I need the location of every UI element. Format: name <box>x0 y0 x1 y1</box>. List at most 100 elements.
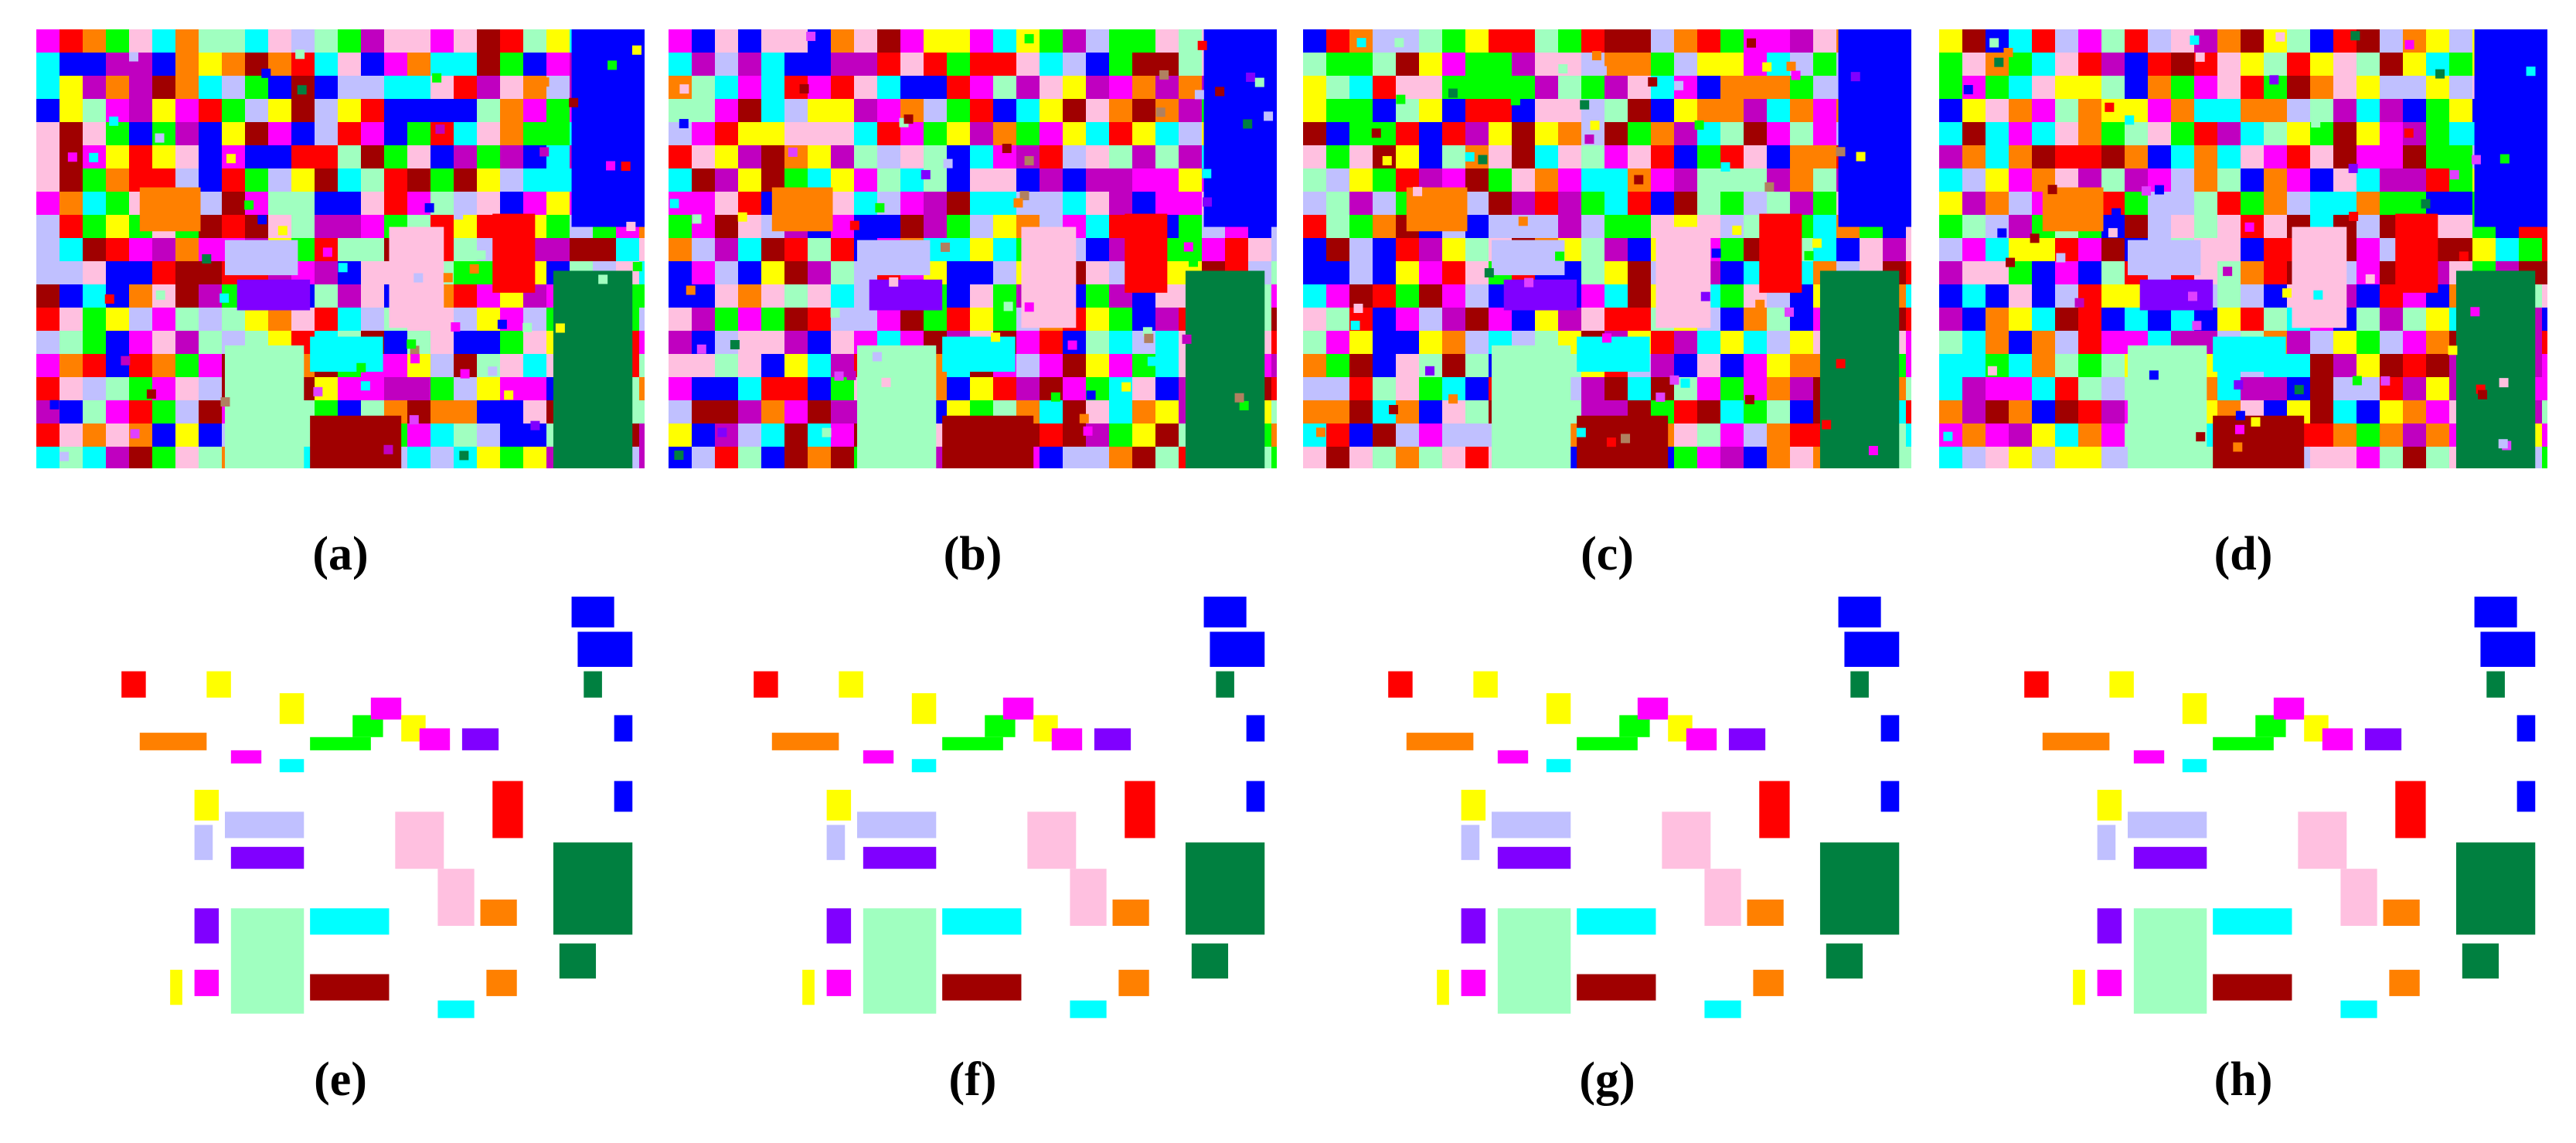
map-cell <box>2241 29 2264 53</box>
map-cell <box>715 308 738 331</box>
map-cell <box>808 261 831 284</box>
map-cell <box>924 192 947 215</box>
map-cell <box>384 145 407 168</box>
map-cell <box>808 354 831 377</box>
map-cell <box>1489 215 1512 238</box>
map-cell <box>175 377 199 400</box>
map-cell <box>430 99 454 122</box>
map-cell <box>2357 308 2380 331</box>
map-region <box>419 728 451 750</box>
map-cell <box>268 76 291 99</box>
map-cell <box>1040 400 1063 424</box>
map-cell <box>761 377 784 400</box>
map-cell <box>808 122 831 145</box>
map-cell <box>2055 424 2078 447</box>
map-cell <box>1651 168 1674 192</box>
map-cell <box>1040 447 1063 468</box>
map-region <box>1437 969 1449 1005</box>
map-cell <box>1790 99 1813 122</box>
map-cell <box>1179 168 1202 192</box>
map-cell <box>1512 308 1535 331</box>
classification-map <box>121 597 633 1019</box>
map-cell <box>175 261 199 284</box>
map-cell <box>1303 145 1326 168</box>
map-cell <box>831 261 854 284</box>
map-cell <box>877 53 900 76</box>
map-cell <box>1939 76 1962 99</box>
map-noise <box>2233 442 2243 452</box>
map-cell <box>2078 145 2101 168</box>
map-cell <box>1349 447 1373 468</box>
map-cell <box>900 168 924 192</box>
map-cell <box>2264 215 2287 238</box>
map-noise <box>669 199 679 209</box>
map-cell <box>106 215 129 238</box>
map-cell <box>1813 122 1836 145</box>
map-cell <box>2241 145 2264 168</box>
map-cell <box>2055 331 2078 354</box>
map-noise <box>1524 277 1534 287</box>
map-cell <box>1326 377 1349 400</box>
map-cell <box>1720 284 1744 308</box>
map-cell <box>199 308 222 331</box>
map-cell <box>1535 29 1558 53</box>
map-region <box>1753 969 1784 996</box>
map-region <box>194 789 219 821</box>
map-cell <box>60 168 83 192</box>
map-cell <box>784 377 808 400</box>
map-cell <box>106 192 129 215</box>
map-region <box>139 733 207 750</box>
map-cell <box>2101 284 2125 308</box>
map-region <box>1191 943 1229 979</box>
map-cell <box>2078 400 2101 424</box>
map-cell <box>1939 261 1962 284</box>
map-cell <box>1962 377 1986 400</box>
map-cell <box>407 377 430 400</box>
map-cell <box>1373 53 1396 76</box>
map-cell <box>2194 122 2217 145</box>
map-cell <box>2241 261 2264 284</box>
map-cell <box>152 308 175 331</box>
map-cell <box>338 168 361 192</box>
map-region <box>2340 869 2377 927</box>
map-noise <box>2223 267 2233 277</box>
map-cell <box>268 99 291 122</box>
map-cell <box>2403 447 2426 468</box>
map-cell <box>1720 122 1744 145</box>
map-cell <box>199 284 222 308</box>
map-cell <box>1086 192 1109 215</box>
map-cell <box>1086 99 1109 122</box>
map-cell <box>2264 377 2287 400</box>
map-cell <box>2333 192 2357 215</box>
map-cell <box>831 192 854 215</box>
map-cell <box>2357 145 2380 168</box>
map-cell <box>1939 400 1962 424</box>
map-noise <box>1597 66 1607 76</box>
map-cell <box>1939 168 1962 192</box>
map-region <box>553 842 633 935</box>
map-cell <box>1465 308 1489 331</box>
map-cell <box>715 400 738 424</box>
map-cell <box>1986 238 2009 261</box>
map-cell <box>947 377 970 400</box>
map-cell <box>970 238 993 261</box>
map-cell <box>1790 29 1813 53</box>
map-cell <box>1442 238 1465 261</box>
map-cell <box>1628 76 1651 99</box>
map-region <box>2486 671 2505 698</box>
map-cell <box>947 168 970 192</box>
map-cell <box>2125 122 2148 145</box>
map-noise <box>2108 228 2118 238</box>
map-cell <box>2148 122 2171 145</box>
map-cell <box>1813 168 1836 192</box>
map-noise <box>1791 70 1801 80</box>
map-cell <box>1720 76 1744 99</box>
map-cell <box>1906 377 1911 400</box>
map-cell <box>1720 53 1744 76</box>
map-cell <box>1986 76 2009 99</box>
map-cell <box>1767 99 1790 122</box>
map-cell <box>500 400 523 424</box>
map-cell <box>692 29 715 53</box>
map-cell <box>315 76 338 99</box>
map-cell <box>2310 192 2333 215</box>
